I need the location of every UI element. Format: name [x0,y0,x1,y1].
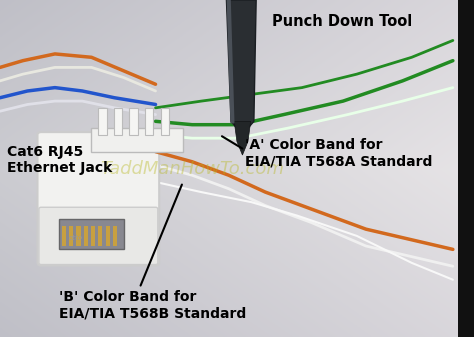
Bar [84,226,88,246]
Bar [62,226,66,246]
Bar [129,108,137,135]
Text: 'A' Color Band for
EIA/TIA T568A Standard: 'A' Color Band for EIA/TIA T568A Standar… [245,138,432,168]
Text: Punch Down Tool: Punch Down Tool [272,14,412,29]
Bar [76,226,81,246]
Bar [59,219,124,249]
Bar [98,108,107,135]
Bar [161,108,169,135]
Bar [69,226,73,246]
Bar [113,226,117,246]
Polygon shape [227,0,256,135]
Bar [98,226,102,246]
FancyBboxPatch shape [39,207,158,265]
Bar [145,108,153,135]
Bar [114,108,122,135]
Bar [106,226,110,246]
FancyBboxPatch shape [37,132,159,266]
Bar [91,226,95,246]
Text: 'B' Color Band for
EIA/TIA T568B Standard: 'B' Color Band for EIA/TIA T568B Standar… [59,290,247,320]
Text: otto: otto [68,235,82,241]
Text: TaddManHowTo.com: TaddManHowTo.com [100,159,284,178]
Polygon shape [234,121,251,155]
Text: Cat6 RJ45
Ethernet Jack: Cat6 RJ45 Ethernet Jack [7,145,112,175]
Bar [91,128,183,152]
